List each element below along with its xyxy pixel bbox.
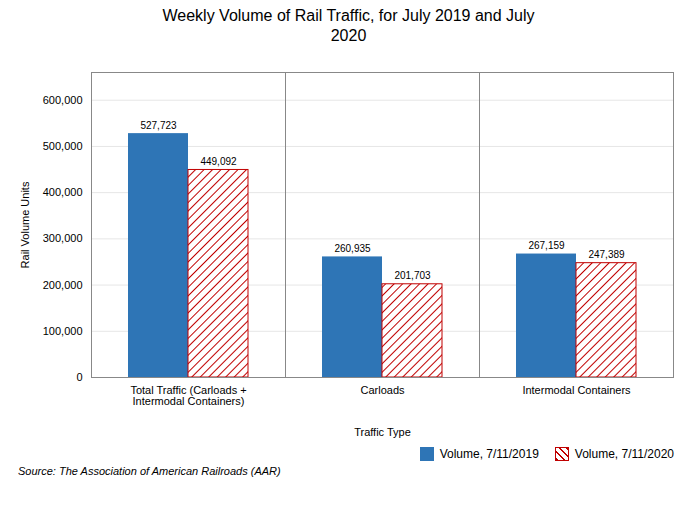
svg-text:400,000: 400,000 — [43, 186, 83, 198]
svg-text:300,000: 300,000 — [43, 232, 83, 244]
html-text:Volume, 7/11/2020: Volume, 7/11/2020 — [574, 447, 674, 461]
svg-text:Rail Volume Units: Rail Volume Units — [19, 181, 31, 268]
svg-text:0: 0 — [76, 371, 82, 383]
svg-text:527,723: 527,723 — [140, 120, 177, 131]
html-text:Source: The Association of Ame: Source: The Association of American Rail… — [18, 465, 281, 477]
svg-text:500,000: 500,000 — [43, 140, 83, 152]
svg-text:Intermodal Containers: Intermodal Containers — [522, 384, 631, 396]
html-text:Volume, 7/11/2019: Volume, 7/11/2019 — [439, 447, 539, 461]
svg-text:267,159: 267,159 — [528, 240, 565, 251]
svg-text:247,389: 247,389 — [588, 249, 625, 260]
svg-text:260,935: 260,935 — [334, 243, 371, 254]
svg-text:201,703: 201,703 — [394, 270, 431, 281]
svg-text:Traffic Type: Traffic Type — [354, 426, 411, 438]
html-text:Weekly Volume of Rail Traffic,: Weekly Volume of Rail Traffic, for July … — [162, 7, 535, 44]
svg-text:Total Traffic (Carloads +Inter: Total Traffic (Carloads +Intermodal Cont… — [130, 384, 246, 407]
svg-text:200,000: 200,000 — [43, 279, 83, 291]
svg-text:449,092: 449,092 — [200, 156, 237, 167]
svg-text:600,000: 600,000 — [43, 94, 83, 106]
svg-text:100,000: 100,000 — [43, 325, 83, 337]
svg-text:Carloads: Carloads — [360, 384, 405, 396]
